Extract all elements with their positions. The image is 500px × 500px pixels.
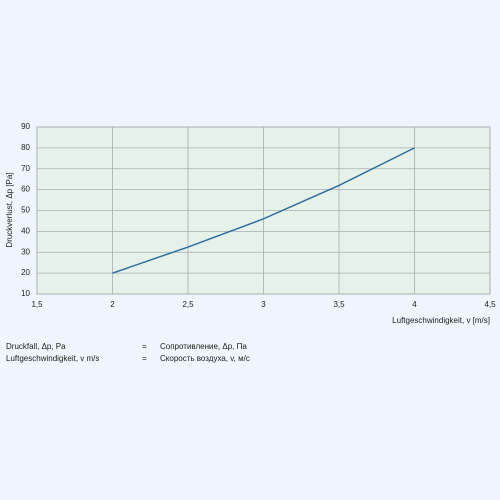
legend-cell: = — [142, 354, 147, 363]
legend-cell: Luftgeschwindigkeit, v m/s — [6, 354, 99, 363]
y-tick-label: 30 — [21, 247, 30, 256]
data-line — [112, 147, 415, 274]
x-tick-label: 4,5 — [484, 300, 496, 309]
x-tick-label: 4 — [412, 300, 417, 309]
y-tick-label: 90 — [21, 122, 30, 131]
y-tick-label: 50 — [21, 206, 30, 215]
x-tick-label: 2,5 — [182, 300, 194, 309]
x-tick-label: 1,5 — [31, 300, 43, 309]
x-tick-label: 2 — [110, 300, 115, 309]
y-tick-label: 20 — [21, 268, 30, 277]
legend-cell: Druckfall, Δp, Pa — [6, 342, 66, 351]
x-tick-label: 3,5 — [333, 300, 345, 309]
y-tick-label: 10 — [21, 289, 30, 298]
legend-cell: Сопротивление, Δp, Па — [160, 342, 247, 351]
legend-cell: Скорость воздуха, v, м/с — [160, 354, 250, 363]
y-tick-label: 80 — [21, 143, 30, 152]
x-tick-label: 3 — [261, 300, 266, 309]
y-tick-label: 60 — [21, 185, 30, 194]
y-tick-label: 70 — [21, 164, 30, 173]
legend-cell: = — [142, 342, 147, 351]
y-axis-title: Druckverlust, Δp [Pa] — [5, 172, 14, 247]
x-axis-title: Luftgeschwindigkeit, v [m/s] — [392, 316, 490, 325]
y-tick-label: 40 — [21, 226, 30, 235]
